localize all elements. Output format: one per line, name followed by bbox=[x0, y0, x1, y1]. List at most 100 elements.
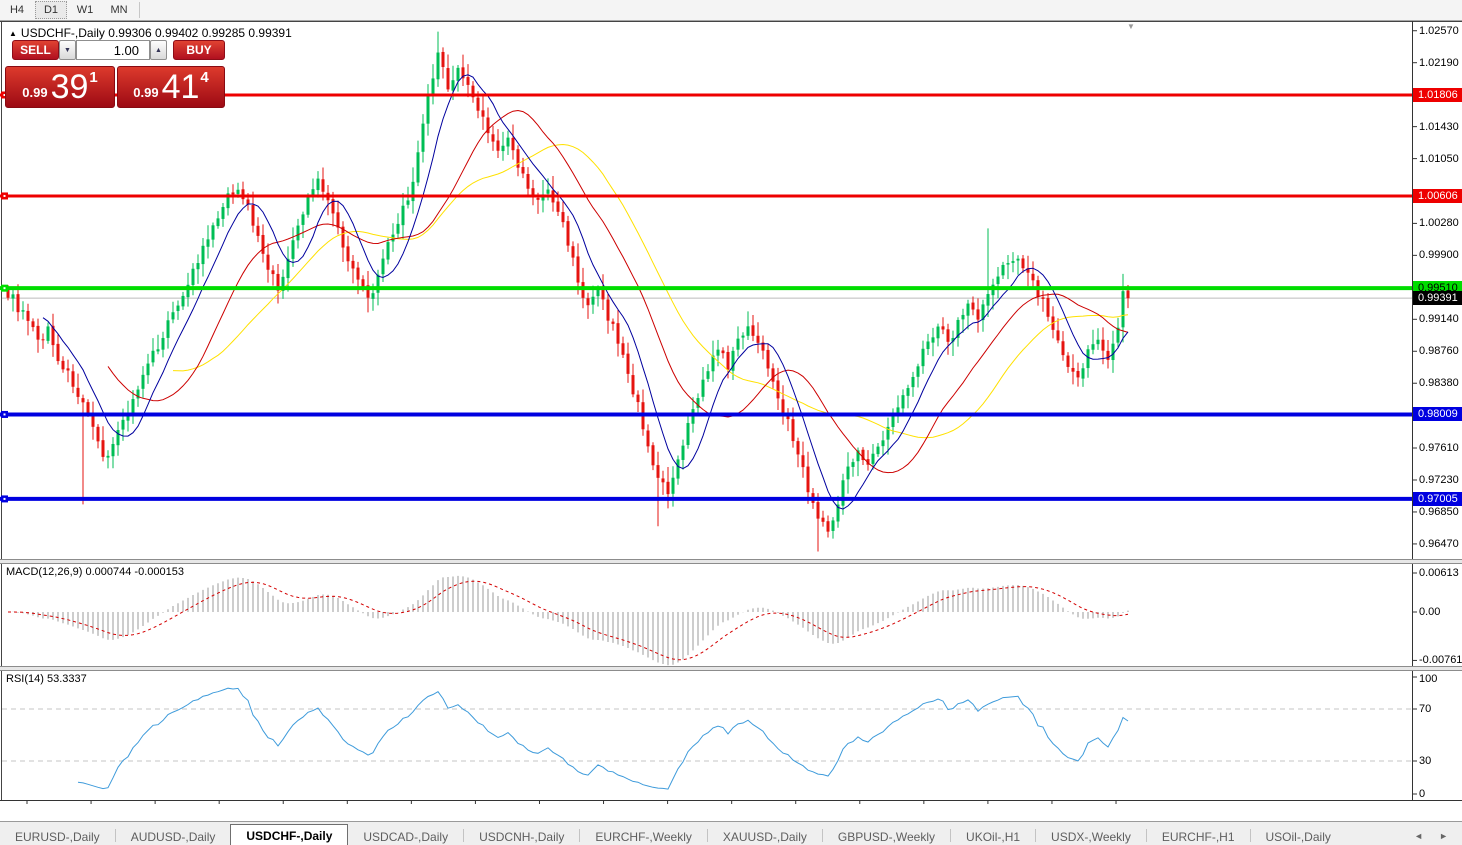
buy-quote-button[interactable]: 0.99 41 4 bbox=[117, 66, 225, 108]
candle-bull bbox=[596, 288, 600, 297]
chart-window: ▲ USDCHF-,Daily 0.99306 0.99402 0.99285 0… bbox=[0, 21, 1462, 836]
candle-bull bbox=[306, 196, 310, 215]
candle-bull bbox=[121, 419, 125, 430]
candle-bear bbox=[76, 387, 80, 397]
sell-quote-button[interactable]: 0.99 39 1 bbox=[5, 66, 115, 108]
rsi-tick-label: 0 bbox=[1419, 788, 1426, 800]
tab-usdcnh-daily[interactable]: USDCNH-,Daily bbox=[479, 829, 565, 844]
tab-usdchf-daily[interactable]: USDCHF-,Daily bbox=[230, 824, 349, 845]
candle-bull bbox=[161, 337, 165, 350]
candle-bear bbox=[631, 375, 635, 395]
tab-eurchf-h1[interactable]: EURCHF-,H1 bbox=[1161, 829, 1235, 844]
candle-bull bbox=[416, 152, 420, 183]
candle-bear bbox=[791, 419, 795, 442]
candle-bear bbox=[561, 212, 565, 223]
collapse-panel-icon[interactable]: ▲ bbox=[9, 29, 17, 38]
candle-bear bbox=[336, 212, 340, 228]
candle-bear bbox=[801, 455, 805, 468]
candle-bull bbox=[431, 78, 435, 95]
candle-bear bbox=[41, 339, 45, 341]
candle-bear bbox=[576, 256, 580, 283]
tab-usoil-daily[interactable]: USOil-,Daily bbox=[1265, 829, 1331, 844]
sell-price-pips: 39 bbox=[50, 68, 89, 106]
candle-bear bbox=[366, 285, 370, 298]
tab-audusd-daily[interactable]: AUDUSD-,Daily bbox=[130, 829, 216, 844]
candle-bear bbox=[511, 137, 515, 151]
timeframe-button-d1[interactable]: D1 bbox=[35, 1, 67, 19]
price-tick-label: 1.02190 bbox=[1419, 57, 1459, 69]
date-axis[interactable] bbox=[0, 800, 1412, 820]
candle-bull bbox=[686, 422, 690, 445]
candle-bear bbox=[586, 298, 590, 306]
candle-bull bbox=[106, 455, 110, 458]
rsi-tick-label: 100 bbox=[1419, 673, 1438, 685]
chevron-down-icon: ▼ bbox=[64, 46, 71, 54]
candle-bull bbox=[886, 426, 890, 440]
candle-bear bbox=[776, 380, 780, 399]
price-tick-label: 1.00280 bbox=[1419, 217, 1459, 229]
candle-bear bbox=[91, 413, 95, 427]
tab-usdx-weekly[interactable]: USDX-,Weekly bbox=[1051, 829, 1131, 844]
candle-bear bbox=[96, 426, 100, 442]
candle-bear bbox=[651, 445, 655, 466]
candle-bear bbox=[1026, 268, 1030, 273]
candle-bear bbox=[61, 360, 65, 370]
candle-bull bbox=[291, 240, 295, 259]
buy-button[interactable]: BUY bbox=[173, 40, 225, 60]
volume-decrease-button[interactable]: ▼ bbox=[59, 40, 76, 60]
tab-eurchf-weekly[interactable]: EURCHF-,Weekly bbox=[595, 829, 692, 844]
candle-bull bbox=[871, 453, 875, 464]
candle-bull bbox=[181, 295, 185, 307]
tab-xauusd-daily[interactable]: XAUUSD-,Daily bbox=[722, 829, 807, 844]
candle-bull bbox=[131, 399, 135, 414]
tab-eurusd-daily[interactable]: EURUSD-,Daily bbox=[15, 829, 100, 844]
candle-bull bbox=[116, 430, 120, 446]
candle-bull bbox=[506, 137, 510, 147]
chart-shift-marker-icon[interactable]: ▼ bbox=[1127, 22, 1135, 31]
ma-medium-line bbox=[107, 109, 1129, 474]
candle-bull bbox=[21, 310, 25, 312]
candle-bear bbox=[81, 398, 85, 403]
timeframe-button-h4[interactable]: H4 bbox=[9, 4, 25, 16]
candle-bear bbox=[601, 289, 605, 300]
candle-bear bbox=[441, 51, 445, 68]
line-handle-dot bbox=[3, 413, 6, 416]
candle-bull bbox=[881, 440, 885, 447]
candle-bear bbox=[1031, 273, 1035, 281]
tab-separator bbox=[821, 829, 823, 842]
candle-bull bbox=[951, 337, 955, 342]
volume-input[interactable]: 1.00 bbox=[76, 40, 150, 60]
candle-bear bbox=[826, 521, 830, 532]
tab-scroll-left-icon[interactable]: ◄ bbox=[1414, 831, 1424, 841]
candle-bear bbox=[771, 368, 775, 382]
candle-bull bbox=[286, 258, 290, 279]
candle-bear bbox=[721, 350, 725, 354]
candle-bear bbox=[861, 449, 865, 461]
buy-price-prefix: 0.99 bbox=[133, 84, 159, 100]
candle-bear bbox=[606, 299, 610, 321]
tab-gbpusd-weekly[interactable]: GBPUSD-,Weekly bbox=[837, 829, 936, 844]
tab-usdcad-daily[interactable]: USDCAD-,Daily bbox=[363, 829, 449, 844]
macd-indicator-label: MACD(12,26,9) 0.000744 -0.000153 bbox=[6, 566, 184, 578]
candle-bear bbox=[351, 260, 355, 269]
tab-ukoil-h1[interactable]: UKOil-,H1 bbox=[966, 829, 1021, 844]
tab-scroll-right-icon[interactable]: ► bbox=[1439, 831, 1448, 841]
price-tick-label: 1.01050 bbox=[1419, 153, 1459, 165]
tab-separator bbox=[706, 829, 708, 842]
sell-button[interactable]: SELL bbox=[12, 40, 59, 60]
candle-bull bbox=[211, 225, 215, 240]
candle-bear bbox=[756, 335, 760, 343]
tab-separator bbox=[579, 829, 581, 842]
timeframe-button-w1[interactable]: W1 bbox=[76, 4, 94, 16]
candle-bear bbox=[246, 199, 250, 205]
timeframe-button-mn[interactable]: MN bbox=[110, 4, 128, 16]
candle-bull bbox=[896, 407, 900, 416]
candle-bull bbox=[876, 446, 880, 455]
candle-bull bbox=[301, 214, 305, 225]
candle-bull bbox=[676, 459, 680, 479]
volume-increase-button[interactable]: ▲ bbox=[150, 40, 167, 60]
tab-separator bbox=[463, 829, 465, 842]
candle-bear bbox=[616, 323, 620, 344]
candle-bull bbox=[1096, 339, 1100, 345]
tab-scroll-arrows: ◄ ► bbox=[1414, 832, 1448, 841]
